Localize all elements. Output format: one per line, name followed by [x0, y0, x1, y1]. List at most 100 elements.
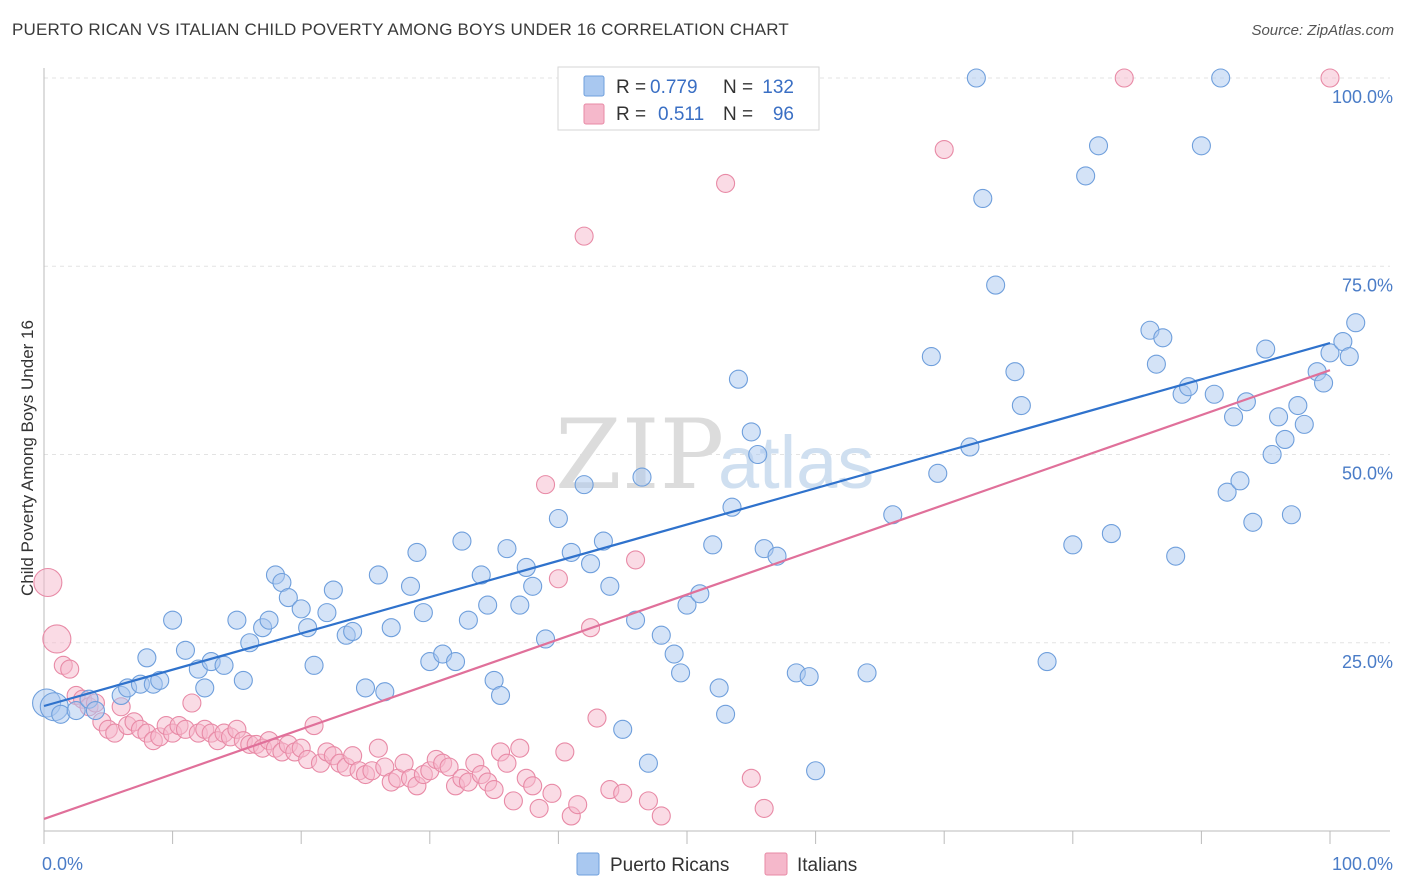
- data-point: [484, 780, 504, 800]
- data-point: [722, 497, 742, 517]
- trend-line: [43, 341, 1331, 708]
- data-point: [1281, 505, 1301, 525]
- series-puerto-ricans: [32, 68, 1366, 781]
- watermark-atlas: atlas: [718, 421, 874, 504]
- data-point: [542, 783, 562, 803]
- data-point: [400, 576, 421, 596]
- data-point: [1294, 414, 1314, 434]
- data-point: [728, 369, 748, 389]
- data-point: [1146, 354, 1166, 374]
- data-point: [323, 580, 343, 600]
- data-point: [574, 475, 594, 495]
- data-point: [671, 663, 691, 683]
- data-point: [195, 678, 215, 698]
- data-point: [355, 678, 376, 698]
- data-point: [1256, 339, 1276, 359]
- data-point: [568, 795, 588, 815]
- data-point: [452, 531, 472, 551]
- data-point: [85, 700, 105, 721]
- data-point: [973, 188, 993, 209]
- y-tick-label: 75.0%: [1342, 275, 1393, 295]
- data-point: [535, 475, 556, 495]
- data-point: [806, 761, 826, 781]
- data-point: [1088, 136, 1109, 156]
- chart-title: PUERTO RICAN VS ITALIAN CHILD POVERTY AM…: [12, 20, 790, 39]
- data-point: [613, 783, 633, 803]
- legend-n-label: N =: [723, 77, 753, 98]
- data-point: [182, 693, 202, 713]
- x-tick-labels: 0.0% 100.0%: [42, 854, 1393, 874]
- data-point: [600, 576, 620, 596]
- data-point: [1005, 362, 1025, 382]
- data-point: [259, 610, 279, 630]
- x-tick-label: 0.0%: [42, 854, 83, 874]
- data-point: [523, 776, 543, 796]
- watermark-zip: ZIP: [555, 399, 724, 511]
- data-point: [368, 565, 388, 585]
- data-point: [291, 599, 311, 619]
- legend-n-label: N =: [723, 104, 753, 125]
- data-point: [304, 655, 324, 675]
- data-point: [381, 618, 401, 638]
- data-point: [510, 738, 530, 758]
- data-point: [439, 757, 459, 777]
- data-point: [799, 667, 819, 687]
- data-point: [580, 554, 601, 574]
- bottom-legend-puerto-ricans: Puerto Ricans: [610, 855, 729, 876]
- data-point: [966, 68, 986, 88]
- data-point: [278, 588, 298, 608]
- data-point: [928, 463, 948, 483]
- y-tick-label: 25.0%: [1342, 652, 1393, 672]
- data-point: [548, 508, 568, 529]
- data-point: [343, 621, 363, 642]
- data-point: [1320, 68, 1340, 88]
- data-point: [214, 655, 234, 675]
- data-point: [510, 595, 530, 615]
- bottom-legend: Puerto Ricans Italians: [576, 852, 857, 876]
- data-point: [1191, 136, 1211, 156]
- data-point: [709, 678, 729, 698]
- data-point: [677, 595, 697, 615]
- trend-lines: [43, 341, 1331, 820]
- data-point: [227, 610, 247, 630]
- data-point: [664, 644, 684, 664]
- y-axis-title: Child Poverty Among Boys Under 16: [18, 320, 37, 596]
- data-point: [42, 624, 72, 654]
- bottom-legend-italians: Italians: [797, 855, 857, 876]
- data-point: [497, 753, 517, 773]
- data-point: [1288, 396, 1308, 416]
- data-point: [529, 798, 549, 818]
- data-point: [66, 700, 86, 721]
- data-point: [741, 422, 761, 442]
- data-point: [445, 652, 466, 672]
- data-point: [1269, 407, 1289, 427]
- data-point: [163, 610, 183, 630]
- bottom-legend-swatch-puerto-ricans: [576, 852, 600, 876]
- data-point: [60, 659, 80, 679]
- legend-r-value: 0.511: [658, 104, 704, 125]
- data-point: [632, 467, 652, 487]
- data-point: [626, 550, 646, 570]
- data-point: [1339, 347, 1359, 367]
- data-point: [921, 347, 941, 367]
- data-point: [703, 535, 723, 555]
- data-point: [934, 139, 954, 160]
- data-point: [651, 806, 671, 826]
- data-point: [638, 791, 658, 811]
- y-tick-labels: 25.0% 50.0% 75.0% 100.0%: [1332, 87, 1393, 672]
- stats-legend: R = 0.779 N = 132 R = 0.511 N = 96: [557, 66, 820, 131]
- data-point: [593, 531, 613, 551]
- data-point: [613, 719, 633, 739]
- data-point: [716, 704, 736, 724]
- legend-r-value: 0.779: [650, 77, 698, 98]
- data-point: [1346, 313, 1366, 333]
- legend-n-value: 96: [773, 104, 794, 125]
- data-point: [1224, 407, 1244, 427]
- data-point: [754, 798, 774, 818]
- data-point: [1063, 535, 1083, 555]
- legend-n-value: 132: [762, 77, 794, 98]
- data-point: [1011, 396, 1031, 416]
- x-tick-label: 100.0%: [1332, 854, 1393, 874]
- data-point: [523, 576, 543, 596]
- data-point: [748, 444, 768, 465]
